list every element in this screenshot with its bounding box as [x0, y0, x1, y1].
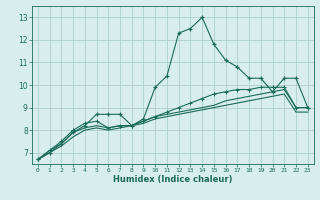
- X-axis label: Humidex (Indice chaleur): Humidex (Indice chaleur): [113, 175, 233, 184]
